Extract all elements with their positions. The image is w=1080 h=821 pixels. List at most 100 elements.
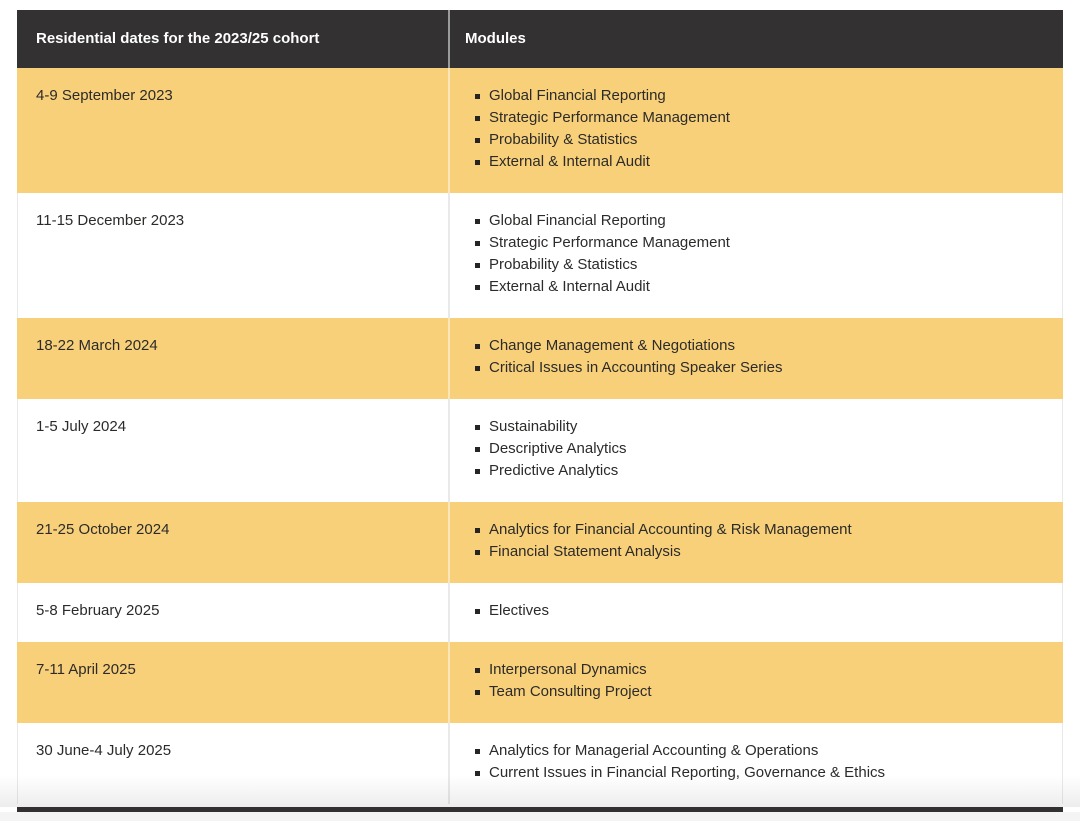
module-item: Strategic Performance Management (475, 232, 1043, 254)
bullet-square-icon (475, 116, 480, 121)
module-label: Global Financial Reporting (489, 87, 666, 104)
bullet-square-icon (475, 690, 480, 695)
module-label: Analytics for Managerial Accounting & Op… (489, 742, 819, 759)
module-list: Change Management & Negotiations Critical… (464, 335, 1043, 379)
modules-cell: Global Financial Reporting Strategic Perf… (448, 193, 1063, 318)
bullet-square-icon (475, 528, 480, 533)
module-label: Team Consulting Project (489, 683, 652, 700)
bullet-square-icon (475, 771, 480, 776)
module-item: External & Internal Audit (475, 276, 1043, 298)
bullet-square-icon (475, 241, 480, 246)
bullet-square-icon (475, 668, 480, 673)
bullet-square-icon (475, 749, 480, 754)
column-header-dates: Residential dates for the 2023/25 cohort (36, 30, 320, 47)
next-table-top-edge (17, 807, 1063, 812)
bullet-square-icon (475, 425, 480, 430)
bullet-square-icon (475, 285, 480, 290)
modules-cell: Analytics for Financial Accounting & Ris… (448, 502, 1063, 583)
module-item: Global Financial Reporting (475, 210, 1043, 232)
date-cell: 21-25 October 2024 (36, 521, 170, 538)
module-label: Probability & Statistics (489, 256, 638, 273)
bullet-square-icon (475, 94, 480, 99)
date-cell: 1-5 July 2024 (36, 418, 127, 435)
module-list: Sustainability Descriptive Analytics Predi… (464, 416, 1043, 482)
module-label: Strategic Performance Management (489, 234, 730, 251)
module-item: Change Management & Negotiations (475, 335, 1043, 357)
module-list: Global Financial Reporting Strategic Perf… (464, 85, 1043, 173)
bullet-square-icon (475, 447, 480, 452)
table-header-row: Residential dates for the 2023/25 cohort… (17, 10, 1063, 68)
module-item: Analytics for Financial Accounting & Ris… (475, 519, 1043, 541)
modules-cell: Analytics for Managerial Accounting & Op… (448, 723, 1063, 804)
module-list: Electives (464, 600, 1043, 622)
table-body: 4-9 September 2023 Global Financial Repor… (17, 68, 1063, 804)
module-label: Predictive Analytics (489, 462, 619, 479)
bullet-square-icon (475, 469, 480, 474)
table-row: 5-8 February 2025 Electives (17, 583, 1063, 642)
module-label: Change Management & Negotiations (489, 337, 735, 354)
module-label: Financial Statement Analysis (489, 543, 681, 560)
module-label: Electives (489, 602, 550, 619)
module-item: Team Consulting Project (475, 681, 1043, 703)
date-cell: 5-8 February 2025 (36, 602, 160, 619)
module-list: Global Financial Reporting Strategic Perf… (464, 210, 1043, 298)
modules-cell: Global Financial Reporting Strategic Perf… (448, 68, 1063, 193)
module-label: Critical Issues in Accounting Speaker Se… (489, 359, 783, 376)
module-label: Sustainability (489, 418, 578, 435)
bullet-square-icon (475, 366, 480, 371)
table-row: 7-11 April 2025 Interpersonal Dynamics Tea… (17, 642, 1063, 723)
module-item: Predictive Analytics (475, 460, 1043, 482)
module-label: Current Issues in Financial Reporting, G… (489, 764, 886, 781)
module-item: Interpersonal Dynamics (475, 659, 1043, 681)
table-row: 30 June-4 July 2025 Analytics for Manager… (17, 723, 1063, 804)
module-list: Analytics for Financial Accounting & Ris… (464, 519, 1043, 563)
module-item: Probability & Statistics (475, 129, 1043, 151)
module-item: External & Internal Audit (475, 151, 1043, 173)
table-row: 1-5 July 2024 Sustainability Descriptive A… (17, 399, 1063, 502)
module-label: Descriptive Analytics (489, 440, 627, 457)
column-header-modules: Modules (448, 10, 1063, 68)
bullet-square-icon (475, 609, 480, 614)
module-label: Interpersonal Dynamics (489, 661, 647, 678)
residential-dates-table: Residential dates for the 2023/25 cohort… (17, 10, 1063, 804)
module-label: External & Internal Audit (489, 153, 650, 170)
bullet-square-icon (475, 263, 480, 268)
module-label: Analytics for Financial Accounting & Ris… (489, 521, 852, 538)
table-row: 4-9 September 2023 Global Financial Repor… (17, 68, 1063, 193)
modules-cell: Sustainability Descriptive Analytics Predi… (448, 399, 1063, 502)
bullet-square-icon (475, 160, 480, 165)
date-cell: 7-11 April 2025 (36, 661, 136, 678)
module-item: Electives (475, 600, 1043, 622)
module-list: Interpersonal Dynamics Team Consulting Pr… (464, 659, 1043, 703)
page-section-below (0, 812, 1080, 821)
date-cell: 11-15 December 2023 (36, 212, 185, 229)
date-cell: 18-22 March 2024 (36, 337, 158, 354)
module-label: Strategic Performance Management (489, 109, 730, 126)
bullet-square-icon (475, 219, 480, 224)
bullet-square-icon (475, 550, 480, 555)
module-item: Descriptive Analytics (475, 438, 1043, 460)
modules-cell: Change Management & Negotiations Critical… (448, 318, 1063, 399)
bullet-square-icon (475, 138, 480, 143)
module-item: Current Issues in Financial Reporting, G… (475, 762, 1043, 784)
module-item: Global Financial Reporting (475, 85, 1043, 107)
module-item: Analytics for Managerial Accounting & Op… (475, 740, 1043, 762)
module-item: Sustainability (475, 416, 1043, 438)
table-row: 18-22 March 2024 Change Management & Nego… (17, 318, 1063, 399)
module-item: Financial Statement Analysis (475, 541, 1043, 563)
date-cell: 30 June-4 July 2025 (36, 742, 172, 759)
module-list: Analytics for Managerial Accounting & Op… (464, 740, 1043, 784)
module-label: External & Internal Audit (489, 278, 650, 295)
modules-cell: Electives (448, 583, 1063, 642)
module-item: Strategic Performance Management (475, 107, 1043, 129)
module-label: Probability & Statistics (489, 131, 638, 148)
module-item: Probability & Statistics (475, 254, 1043, 276)
table-row: 11-15 December 2023 Global Financial Repo… (17, 193, 1063, 318)
bullet-square-icon (475, 344, 480, 349)
date-cell: 4-9 September 2023 (36, 87, 173, 104)
table-row: 21-25 October 2024 Analytics for Financia… (17, 502, 1063, 583)
modules-cell: Interpersonal Dynamics Team Consulting Pr… (448, 642, 1063, 723)
module-item: Critical Issues in Accounting Speaker Se… (475, 357, 1043, 379)
module-label: Global Financial Reporting (489, 212, 666, 229)
